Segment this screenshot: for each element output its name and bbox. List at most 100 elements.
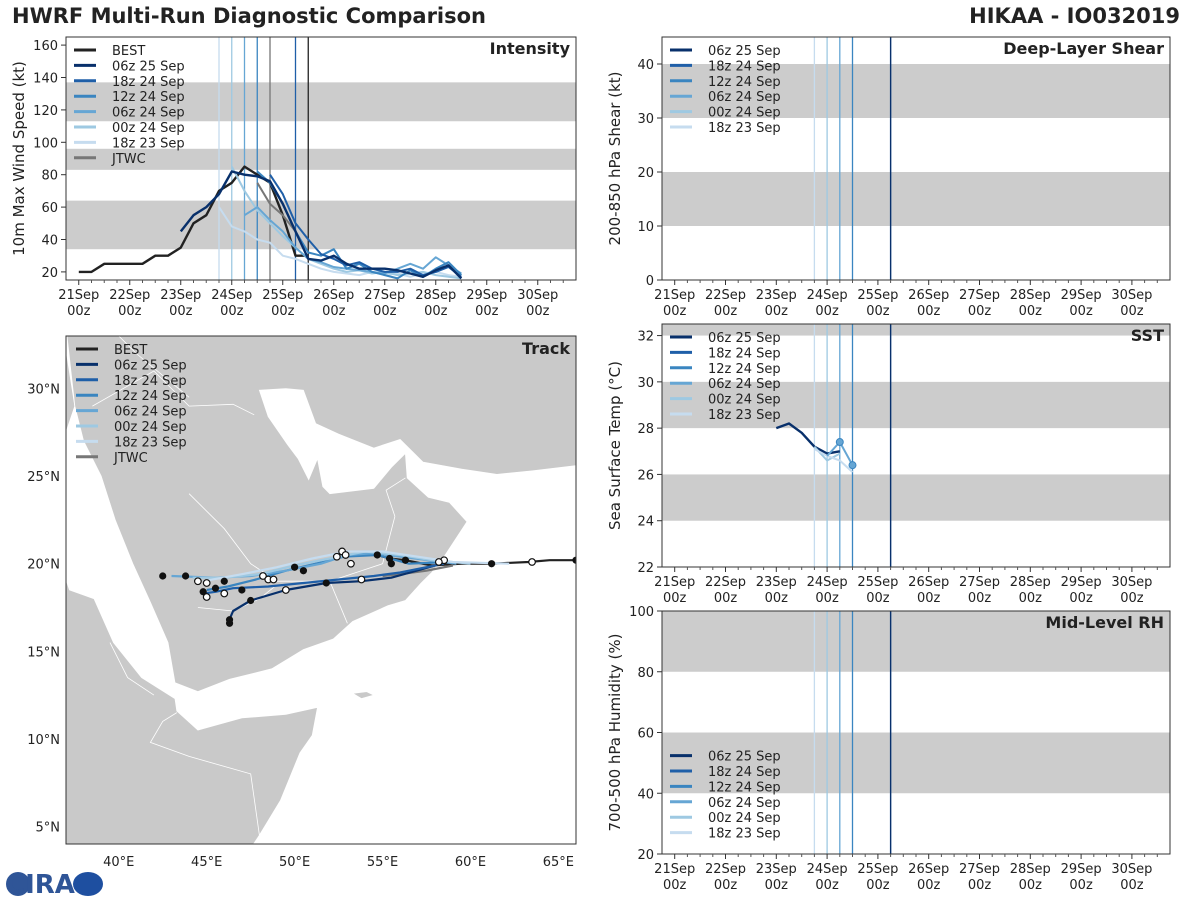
track-point (434, 558, 443, 566)
map-frame (65, 335, 577, 845)
legend-label: 18z 23 Sep (112, 136, 185, 151)
lat-tick-label: 10°N (27, 733, 60, 748)
legend-label: 06z 24 Sep (114, 405, 187, 420)
lon-tick-label: 50°E (279, 855, 310, 870)
x-tick-label: 25Sep (262, 288, 303, 303)
x-tick-label: 22Sep (705, 288, 746, 303)
land-socotra (351, 691, 375, 700)
series-line-00z-24-sep (230, 166, 462, 280)
legend-label: 00z 24 Sep (112, 121, 185, 136)
cira-logo-emblem-icon (73, 872, 103, 896)
storm-id: HIKAA - IO032019 (969, 4, 1180, 28)
intensity-panel: 21Sep00z22Sep00z23Sep00z24Sep00z25Sep00z… (10, 36, 577, 319)
x-tick-label: 00z (714, 878, 738, 893)
lat-tick-label: 30°N (27, 383, 60, 398)
y-tick-label: 80 (41, 169, 58, 184)
legend-label: 00z 24 Sep (708, 811, 781, 826)
track-point (291, 563, 299, 571)
legend-label: JTWC (111, 152, 146, 167)
legend-label: 06z 24 Sep (708, 90, 781, 105)
x-tick-label: 21Sep (58, 288, 99, 303)
x-tick-label: 00z (866, 304, 890, 319)
x-tick-label: 00z (271, 304, 295, 319)
country-border (197, 584, 278, 612)
x-tick-label: 00z (169, 304, 193, 319)
map-layer (66, 336, 576, 844)
series-line-06z-24-sep (243, 206, 462, 275)
country-border (109, 642, 155, 696)
sst-panel: 21Sep00z22Sep00z23Sep00z24Sep00z25Sep00z… (606, 323, 1171, 606)
x-tick-label: 00z (815, 304, 839, 319)
legend-label: BEST (112, 44, 145, 59)
track-point (181, 572, 190, 580)
x-tick-label: 00z (1120, 304, 1144, 319)
track-line-18z-24-sep (203, 562, 445, 595)
shaded-band (662, 732, 1170, 794)
shaded-band (66, 82, 576, 122)
lat-tick-label: 20°N (27, 558, 60, 573)
country-border (149, 712, 260, 836)
data-point (835, 438, 844, 447)
legend-label: 12z 24 Sep (114, 389, 187, 404)
x-tick-label: 26Sep (908, 288, 949, 303)
cira-logo: CIRA (6, 870, 103, 900)
track-point (247, 596, 255, 605)
y-tick-label: 100 (629, 605, 654, 620)
y-tick-label: 20 (637, 848, 654, 863)
x-tick-label: 22Sep (705, 862, 746, 877)
track-point (269, 575, 278, 584)
country-border (92, 370, 255, 416)
y-axis-label: 10m Max Wind Speed (kt) (10, 61, 28, 256)
x-tick-label: 24Sep (211, 288, 252, 303)
track-point (357, 575, 366, 584)
legend-label: 18z 23 Sep (708, 827, 781, 842)
legend-label: 00z 24 Sep (708, 106, 781, 121)
y-tick-label: 100 (33, 136, 58, 151)
x-tick-label: 00z (1019, 878, 1043, 893)
x-tick-label: 00z (1120, 878, 1144, 893)
shaded-band (66, 200, 576, 250)
x-tick-label: 25Sep (857, 288, 898, 303)
legend-label: JTWC (113, 451, 148, 466)
x-tick-label: 30Sep (1111, 288, 1152, 303)
lon-tick-label: 45°E (191, 855, 222, 870)
y-tick-label: 32 (637, 330, 654, 345)
legend-label: 06z 25 Sep (708, 44, 781, 59)
series-line-06z-25-sep (179, 170, 463, 280)
lat-tick-label: 25°N (27, 470, 60, 485)
x-tick-label: 24Sep (807, 862, 848, 877)
panel-title: Intensity (490, 39, 571, 58)
track-point (346, 559, 355, 568)
x-tick-label: 00z (917, 304, 941, 319)
track-point (202, 579, 211, 587)
x-tick-label: 00z (220, 304, 244, 319)
series-line-jtwc (256, 182, 297, 233)
legend-label: BEST (114, 343, 147, 358)
legend-label: 18z 24 Sep (708, 765, 781, 780)
legend-label: 18z 24 Sep (114, 374, 187, 389)
legend-label: 18z 24 Sep (708, 59, 781, 74)
x-tick-label: 00z (663, 591, 687, 606)
x-tick-label: 23Sep (160, 288, 201, 303)
x-tick-label: 00z (526, 304, 550, 319)
panel-title: Track (522, 339, 570, 358)
y-tick-label: 24 (637, 515, 654, 530)
x-tick-label: 26Sep (908, 575, 949, 590)
y-axis-label: 200-850 hPa Shear (kt) (606, 72, 624, 246)
y-tick-label: 22 (637, 561, 654, 576)
shaded-band (662, 172, 1170, 226)
track-point (487, 560, 496, 568)
x-tick-label: 30Sep (1111, 862, 1152, 877)
legend-label: 00z 24 Sep (708, 393, 781, 408)
y-tick-label: 40 (41, 234, 58, 249)
legend-label: 06z 24 Sep (708, 377, 781, 392)
x-tick-label: 21Sep (654, 288, 695, 303)
shaded-band (662, 474, 1170, 521)
legend-label: 06z 25 Sep (708, 750, 781, 765)
x-tick-label: 27Sep (959, 575, 1000, 590)
x-tick-label: 00z (118, 304, 142, 319)
x-tick-label: 00z (917, 591, 941, 606)
y-tick-label: 30 (637, 376, 654, 391)
x-tick-label: 00z (968, 304, 992, 319)
x-tick-label: 25Sep (857, 862, 898, 877)
